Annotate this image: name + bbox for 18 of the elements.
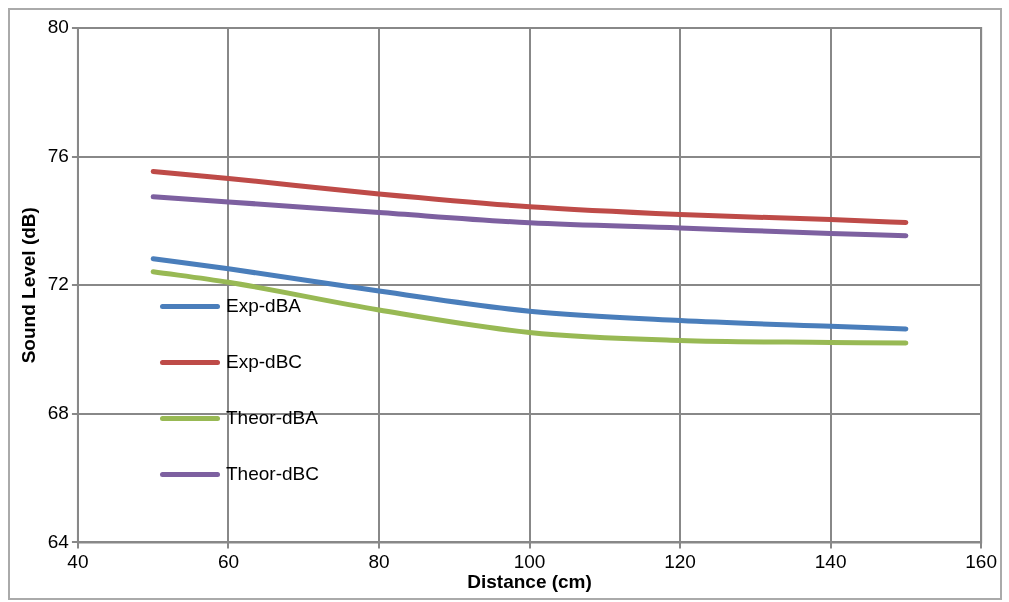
x-tick-label: 100 bbox=[513, 551, 546, 573]
y-tick-label: 80 bbox=[47, 16, 69, 38]
x-tick-label: 60 bbox=[217, 551, 240, 573]
x-axis-title: Distance (cm) bbox=[467, 570, 592, 592]
legend-label: Theor-dBC bbox=[226, 463, 319, 485]
x-tick-label: 140 bbox=[814, 551, 847, 573]
legend-label: Exp-dBC bbox=[226, 351, 303, 373]
x-tick-label: 40 bbox=[67, 551, 89, 573]
x-tick-label: 80 bbox=[368, 551, 390, 573]
legend-label: Theor-dBA bbox=[226, 407, 318, 429]
y-tick-label: 76 bbox=[47, 144, 69, 166]
y-tick-label: 68 bbox=[47, 402, 69, 424]
x-tick-label: 160 bbox=[965, 551, 997, 573]
x-tick-label: 120 bbox=[664, 551, 696, 573]
y-tick-label: 72 bbox=[47, 273, 69, 295]
y-tick-label: 64 bbox=[47, 530, 70, 552]
y-axis-title: Sound Level (dB) bbox=[17, 207, 39, 364]
legend-label: Exp-dBA bbox=[226, 295, 301, 317]
